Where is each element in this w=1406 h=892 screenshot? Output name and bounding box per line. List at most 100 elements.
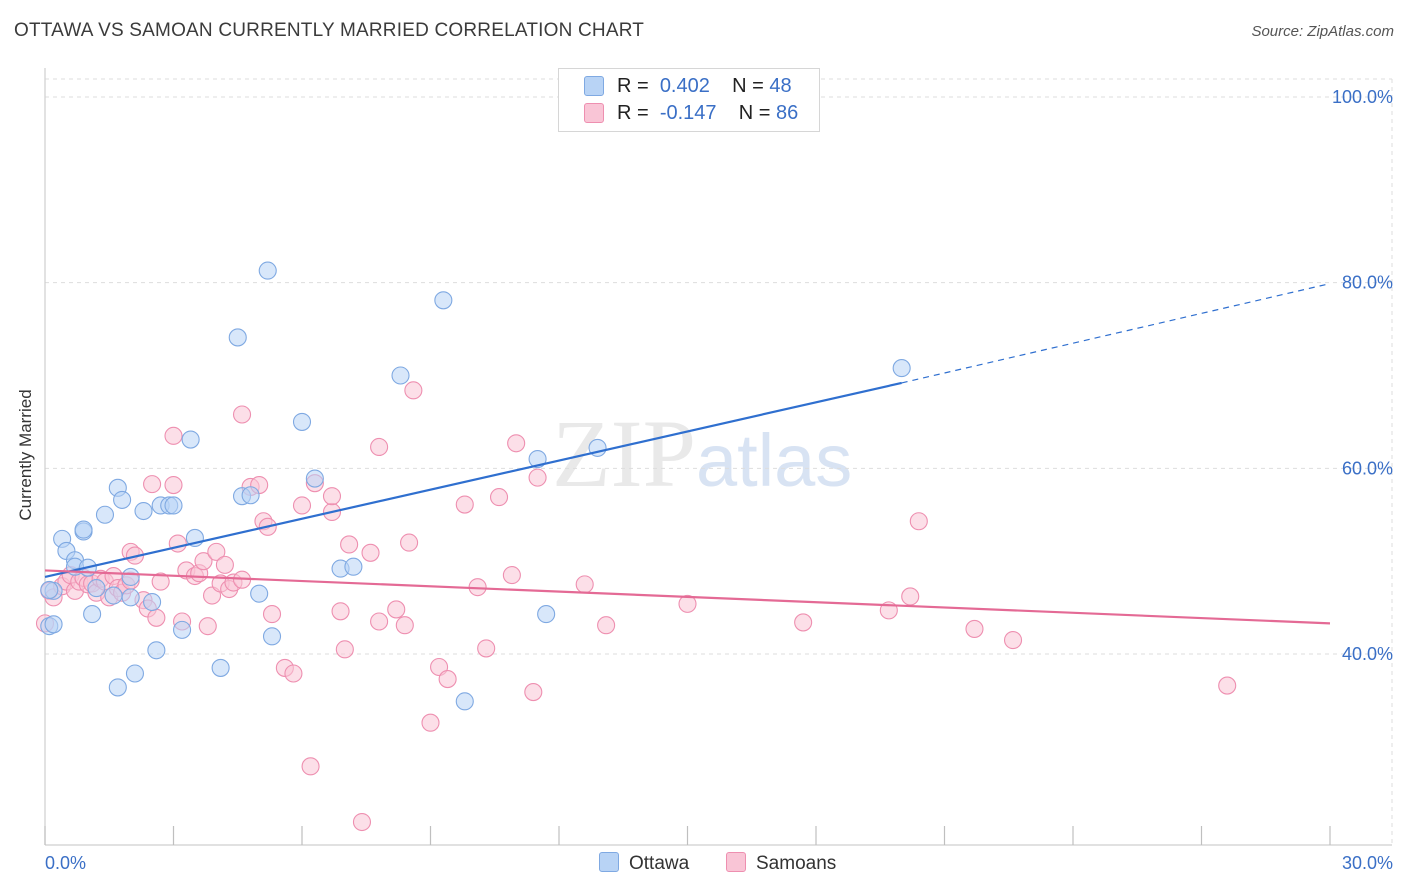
samoan-point <box>340 535 359 554</box>
samoan-swatch <box>726 852 746 872</box>
bottom-legend-samoans: Samoans <box>726 852 836 875</box>
watermark-zip: ZIP <box>552 400 696 507</box>
ottawa-point <box>250 584 269 603</box>
samoan-point <box>597 616 616 635</box>
ottawa-point <box>228 328 247 347</box>
tick-labels: 40.0% 60.0% 80.0% 100.0% 0.0% 30.0% <box>45 87 1393 873</box>
samoan-trend-line <box>44 569 1331 625</box>
ottawa-point <box>40 580 59 599</box>
ottawa-point <box>83 605 102 624</box>
samoan-point <box>232 405 252 424</box>
samoan-points <box>35 381 1237 832</box>
grid-lines <box>45 78 1393 845</box>
samoan-point <box>400 533 419 552</box>
ottawa-point <box>87 579 106 598</box>
y-tick-label: 80.0% <box>1342 273 1393 293</box>
ottawa-point <box>455 692 474 711</box>
samoan-point <box>575 575 594 594</box>
x-tick-label: 30.0% <box>1342 853 1393 873</box>
samoan-point <box>502 566 521 585</box>
samoan-point <box>438 670 457 689</box>
ottawa-point <box>108 678 127 697</box>
ottawa-point <box>147 641 166 660</box>
ottawa-point <box>181 430 200 449</box>
samoan-point <box>322 487 342 506</box>
legend-n-label: N = <box>732 75 764 97</box>
ottawa-point <box>537 605 556 624</box>
watermark: ZIPatlas <box>552 398 852 509</box>
samoan-point <box>151 572 170 591</box>
legend-r-label: R = <box>617 102 649 124</box>
samoan-point <box>215 555 234 574</box>
ottawa-point <box>258 261 277 280</box>
samoan-point <box>524 683 543 702</box>
samoans-label: Samoans <box>756 853 837 874</box>
samoan-point <box>395 616 414 635</box>
samoan-point <box>909 512 928 531</box>
samoan-point <box>335 640 354 659</box>
samoan-point <box>284 664 303 683</box>
samoan-point <box>207 542 226 561</box>
legend-n-value: 48 <box>769 75 792 97</box>
ottawa-swatch <box>599 852 619 872</box>
ottawa-swatch <box>584 76 604 96</box>
ottawa-point <box>292 412 312 431</box>
ottawa-point <box>74 520 93 539</box>
samoan-point <box>168 534 187 553</box>
ottawa-trend-extension <box>901 283 1331 384</box>
axes <box>44 68 1392 846</box>
samoan-point <box>678 594 697 613</box>
ottawa-point <box>344 557 363 576</box>
samoan-point <box>421 713 440 732</box>
ottawa-points <box>40 261 911 711</box>
x-tick-label: 0.0% <box>45 853 86 873</box>
legend-r-value: -0.147 <box>659 102 717 124</box>
samoan-point <box>507 434 526 453</box>
samoan-point <box>164 475 183 495</box>
legend-n-label: N = <box>738 102 771 124</box>
correlation-legend: R = 0.402 N = 48 R = -0.147 N = 86 <box>558 68 820 132</box>
legend-n-value: 86 <box>776 102 799 124</box>
ottawa-label: Ottawa <box>629 853 690 874</box>
ottawa-point <box>173 620 192 639</box>
ottawa-point <box>125 664 144 683</box>
samoan-point <box>404 381 423 400</box>
samoan-point <box>901 587 920 606</box>
y-tick-label: 40.0% <box>1342 644 1393 664</box>
ottawa-point <box>134 501 153 521</box>
samoan-point <box>387 600 406 619</box>
ottawa-point <box>44 615 63 634</box>
samoan-point <box>477 639 496 658</box>
samoan-point <box>361 543 380 562</box>
samoan-point <box>455 495 474 514</box>
samoan-point <box>262 605 282 624</box>
source-credit: Source: ZipAtlas.com <box>1251 23 1394 40</box>
ottawa-point <box>391 366 410 385</box>
samoan-point <box>164 426 183 445</box>
watermark-atlas: atlas <box>696 419 853 502</box>
samoan-swatch <box>584 103 604 123</box>
y-tick-label: 60.0% <box>1342 458 1393 478</box>
ottawa-point <box>164 496 183 515</box>
bottom-legend-ottawa: Ottawa <box>599 852 689 875</box>
samoan-point <box>1003 631 1023 650</box>
samoan-point <box>143 475 162 494</box>
ottawa-trend-line <box>44 381 902 579</box>
ottawa-point <box>262 627 282 646</box>
samoan-point <box>1218 676 1237 695</box>
ottawa-point <box>241 486 260 505</box>
ottawa-point <box>892 359 911 378</box>
samoan-point <box>301 757 320 776</box>
ottawa-point <box>434 291 453 310</box>
ottawa-point <box>121 567 140 586</box>
ottawa-point <box>305 469 324 488</box>
samoan-point <box>965 619 984 638</box>
ottawa-point <box>143 592 162 612</box>
samoan-point <box>331 602 350 621</box>
y-tick-label: 100.0% <box>1332 87 1393 107</box>
samoan-point <box>194 552 213 571</box>
ottawa-point <box>104 586 123 605</box>
ottawa-point <box>113 490 132 509</box>
samoan-point <box>198 617 217 636</box>
